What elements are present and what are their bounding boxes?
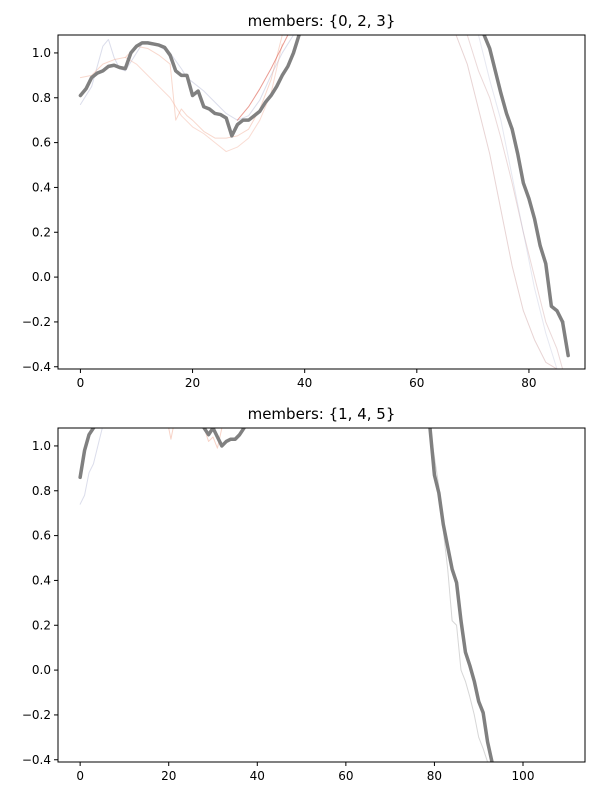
y-tick-label: 0.2: [32, 225, 51, 239]
y-tick-label: 0.2: [32, 618, 51, 632]
x-tick-label: 20: [185, 376, 200, 390]
x-tick-label: 80: [427, 769, 442, 783]
x-tick-label: 20: [161, 769, 176, 783]
chart-panel-0: members: {0, 2, 3} 0 20 40 60 80 −0.4 −0.2 0.0 0.…: [22, 12, 586, 390]
member-series-line-4: [455, 35, 558, 369]
y-tick-label: 0.4: [32, 573, 51, 587]
y-tick-label: 0.8: [32, 484, 51, 498]
member-series-line-0: [79, 428, 103, 505]
y-tick-label: −0.2: [22, 315, 51, 329]
y-tick-label: 1.0: [32, 46, 51, 60]
y-tick-label: 0.0: [32, 663, 51, 677]
plot-area: [78, 428, 494, 762]
member-series-line-6: [477, 35, 558, 369]
plot-area: [78, 35, 570, 369]
member-series-line-1: [79, 35, 283, 139]
mean-series-line-4: [78, 428, 96, 480]
plot-frame: [57, 427, 586, 763]
y-tick-label: 0.6: [32, 529, 51, 543]
mean-series-line-7: [78, 35, 302, 138]
chart-panel-1: members: {1, 4, 5} 0 20 40 60 80 100 −0.4 −0.2 0.…: [22, 405, 586, 783]
x-tick-label: 0: [76, 769, 84, 783]
mean-series-line-6: [428, 428, 494, 762]
chart-title: members: {0, 2, 3}: [248, 12, 396, 30]
mean-series-line-9: [560, 320, 570, 358]
y-tick-label: 0.4: [32, 180, 51, 194]
y-tick-label: −0.2: [22, 708, 51, 722]
y-tick-label: −0.4: [22, 360, 51, 374]
plot-frame: [57, 34, 586, 370]
y-tick-label: 0.8: [32, 91, 51, 105]
y-tick-label: 0.0: [32, 270, 51, 284]
member-series-line-1: [168, 428, 174, 440]
chart-title: members: {1, 4, 5}: [248, 405, 396, 423]
x-tick-label: 60: [409, 376, 424, 390]
x-tick-label: 100: [512, 769, 535, 783]
y-tick-label: −0.4: [22, 753, 51, 767]
x-tick-label: 40: [297, 376, 312, 390]
x-tick-label: 60: [338, 769, 353, 783]
member-series-line-2: [124, 43, 283, 153]
x-tick-label: 40: [250, 769, 265, 783]
x-tick-label: 0: [77, 376, 85, 390]
x-tick-label: 80: [521, 376, 536, 390]
member-series-line-5: [466, 35, 564, 369]
y-tick-label: 0.6: [32, 136, 51, 150]
y-tick-label: 1.0: [32, 439, 51, 453]
mean-series-line-5: [202, 428, 246, 448]
member-series-line-3: [236, 35, 289, 121]
mean-series-line-8: [482, 35, 565, 324]
